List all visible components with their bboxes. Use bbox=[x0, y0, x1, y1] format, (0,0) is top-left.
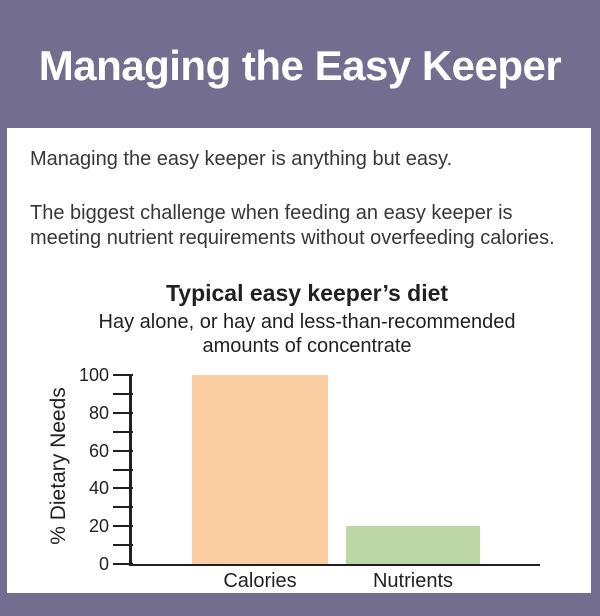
y-tick-label: 80 bbox=[88, 402, 109, 423]
bar-calories bbox=[192, 375, 328, 564]
y-tick-mark bbox=[113, 411, 133, 414]
intro-text: Managing the easy keeper is anything but… bbox=[7, 128, 591, 251]
y-tick-label: 60 bbox=[88, 440, 109, 461]
chart-subtitle-line-2: amounts of concentrate bbox=[202, 335, 412, 357]
intro-paragraph-2-line-2: meeting nutrient requirements without ov… bbox=[30, 227, 555, 249]
intro-paragraph-1: Managing the easy keeper is anything but… bbox=[30, 148, 453, 170]
y-axis-title: % Dietary Needs bbox=[47, 387, 70, 545]
page-title: Managing the Easy Keeper bbox=[38, 42, 562, 89]
y-tick-mark bbox=[113, 506, 133, 509]
x-category-label-nutrients: Nutrients bbox=[372, 570, 454, 592]
chart-subtitle-line-1: Hay alone, or hay and less-than-recommen… bbox=[98, 311, 516, 333]
y-tick-mark bbox=[113, 525, 133, 528]
y-tick-label: 100 bbox=[78, 365, 109, 385]
intro-paragraph-2: The biggest challenge when feeding an ea… bbox=[30, 201, 591, 251]
header-band: Managing the Easy Keeper bbox=[0, 0, 600, 128]
x-axis-line bbox=[129, 564, 540, 566]
chart-subtitle: Hay alone, or hay and less-than-recommen… bbox=[23, 310, 591, 358]
y-tick-label: 0 bbox=[98, 554, 109, 574]
y-tick-label: 40 bbox=[88, 478, 109, 499]
y-tick-mark bbox=[113, 487, 133, 490]
chart-header: Typical easy keeper’s diet Hay alone, or… bbox=[7, 280, 591, 358]
y-tick-mark bbox=[113, 468, 133, 471]
y-tick-mark bbox=[113, 374, 133, 376]
y-tick-mark bbox=[113, 430, 133, 433]
y-tick-mark bbox=[113, 544, 133, 547]
y-tick-label: 20 bbox=[88, 516, 109, 537]
y-tick-mark bbox=[113, 563, 133, 565]
y-axis-line bbox=[129, 375, 132, 566]
y-tick-mark bbox=[113, 392, 133, 395]
y-tick-mark bbox=[113, 449, 133, 452]
x-category-label-calories: Calories bbox=[223, 570, 297, 592]
intro-paragraph-2-line-1: The biggest challenge when feeding an ea… bbox=[30, 202, 513, 224]
content-card: Managing the easy keeper is anything but… bbox=[7, 128, 591, 593]
bar-nutrients bbox=[346, 526, 480, 564]
chart-title: Typical easy keeper’s diet bbox=[165, 280, 449, 306]
bar-chart-plot-area: 0 20 40 60 80 100 Calories Nutrients % Dietary N… bbox=[7, 128, 591, 593]
